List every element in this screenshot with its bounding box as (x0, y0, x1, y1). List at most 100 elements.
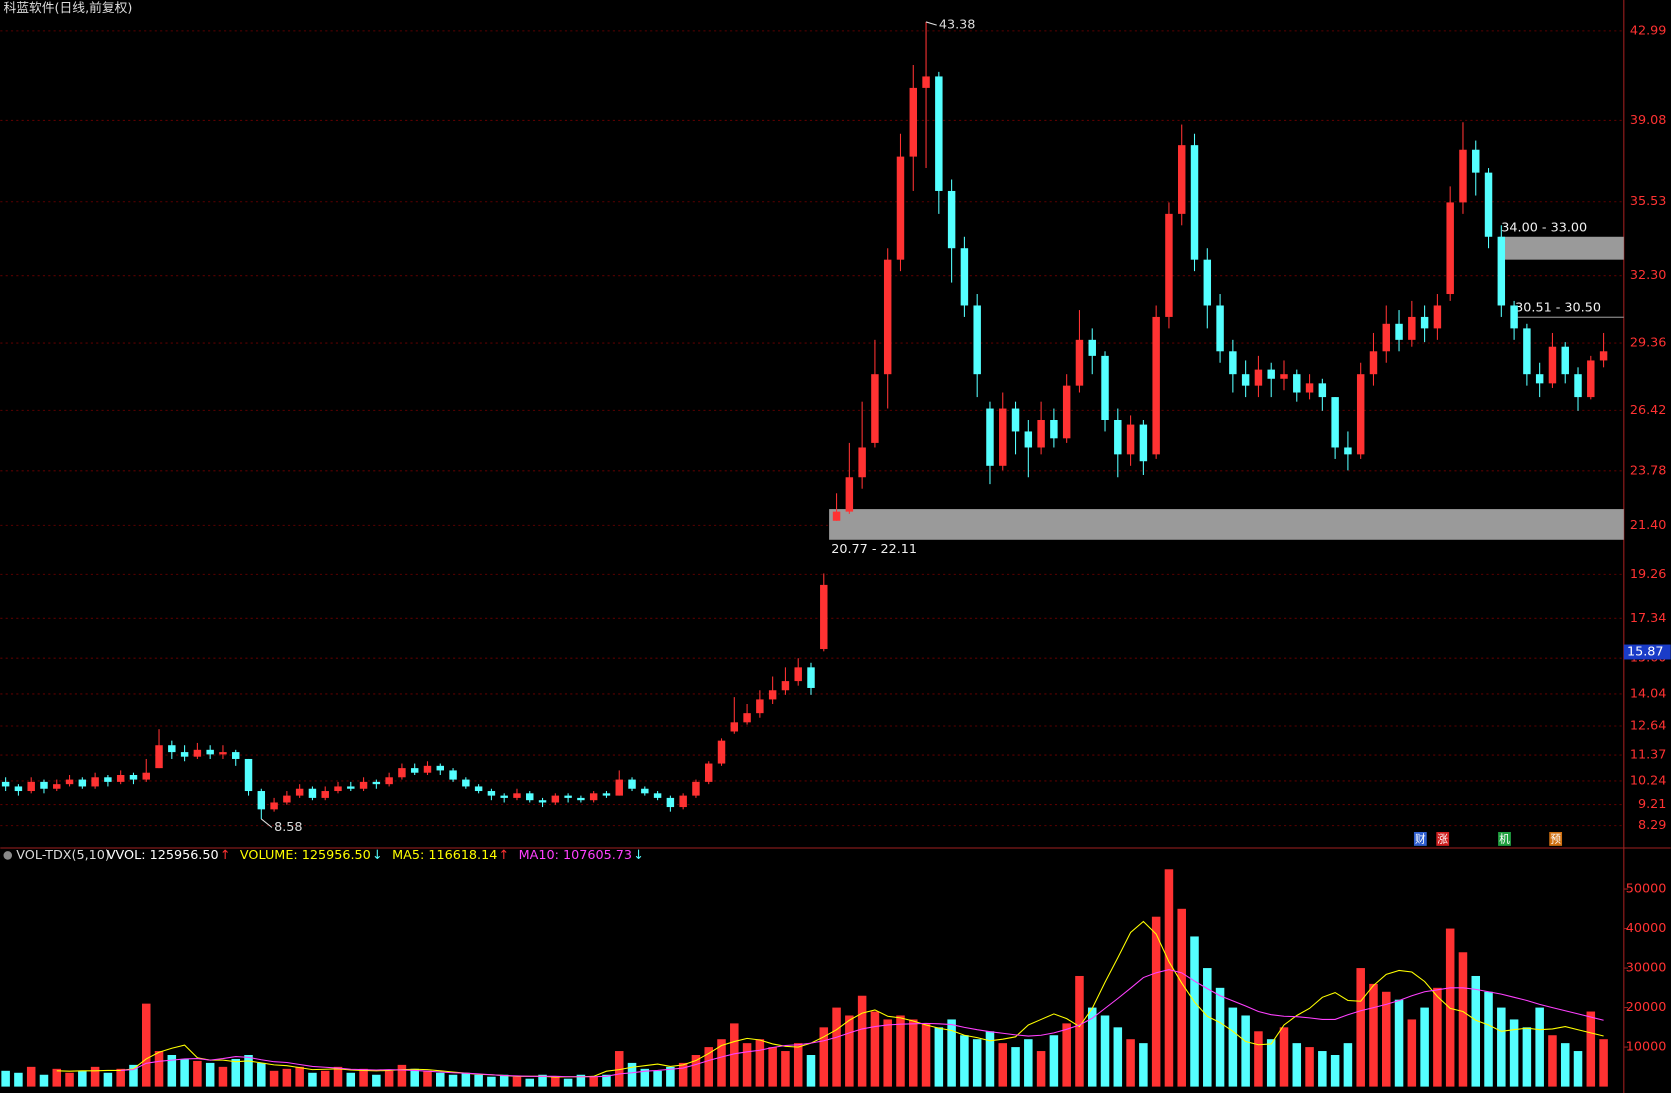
candle-body (1165, 213, 1173, 317)
candle-body (359, 781, 368, 789)
volume-bar (436, 1072, 445, 1087)
candle-body (53, 784, 61, 789)
volume-bar (832, 1007, 841, 1087)
candle-body (1331, 397, 1339, 448)
volume-bar (576, 1074, 586, 1087)
candle-body (78, 779, 87, 787)
volume-bar (730, 1023, 739, 1087)
candle-body (602, 793, 611, 796)
volume-bar (1164, 869, 1174, 1087)
candle-body (1037, 419, 1045, 448)
candle-body (615, 779, 623, 796)
volume-bar (909, 1019, 918, 1087)
annotation-label: 43.38 (939, 18, 976, 33)
y-tick-label: 12.64 (1630, 718, 1667, 733)
volume-bar (129, 1064, 138, 1087)
volume-bar (972, 1039, 982, 1087)
event-label: 财 (1415, 832, 1426, 845)
volume-bar (1113, 1027, 1123, 1087)
candle-body (807, 667, 815, 688)
candle-body (1101, 355, 1109, 420)
volume-bar (257, 1062, 266, 1087)
candle-body (449, 770, 457, 780)
volume-bar (423, 1070, 432, 1087)
candle-body (692, 781, 700, 796)
volume-bar (1062, 1023, 1071, 1087)
candle-body (40, 781, 48, 789)
candle-body (641, 788, 649, 794)
candle-body (244, 758, 253, 792)
volume-bar (90, 1066, 100, 1087)
y-tick-label: 21.40 (1630, 518, 1667, 533)
volume-bar (653, 1070, 662, 1087)
volume-bar (320, 1070, 330, 1087)
volume-bar (1560, 1043, 1570, 1087)
candle-body (1561, 346, 1569, 375)
candle-body (1114, 419, 1122, 455)
event-label: 涨 (1437, 832, 1448, 845)
volume-bar (1151, 916, 1161, 1087)
volume-bar (410, 1068, 419, 1087)
candle-body (577, 797, 585, 801)
candle-body (551, 795, 560, 803)
candle-body (1229, 351, 1237, 375)
volume-bar (1599, 1039, 1608, 1087)
volume-bar (167, 1054, 177, 1087)
volume-bar (65, 1072, 74, 1087)
volume-bar (1305, 1047, 1314, 1087)
volume-bar (934, 1027, 944, 1087)
volume-bar (768, 1047, 777, 1087)
volume-bar (397, 1064, 407, 1087)
volume-bar (116, 1068, 125, 1087)
volume-bar (1407, 1019, 1417, 1087)
candle-body (193, 749, 202, 757)
candle-body (155, 745, 163, 769)
volume-bar (1266, 1039, 1276, 1087)
candle-body (1254, 369, 1263, 386)
volume-bar (474, 1074, 483, 1087)
candle-body (679, 795, 687, 808)
candle-body (257, 791, 266, 810)
candle-body (1203, 259, 1212, 306)
volume-bar (1241, 1015, 1250, 1087)
volume-bar (985, 1031, 995, 1087)
volume-bar (26, 1066, 36, 1087)
volume-bar (1382, 991, 1391, 1087)
volume-bar (793, 1043, 803, 1087)
candle-body (717, 740, 726, 764)
volume-bar (308, 1072, 317, 1087)
candle-body (666, 797, 675, 808)
candle-body (104, 777, 112, 782)
candle-body (295, 788, 304, 796)
candle-body (730, 722, 739, 732)
candle-body (1497, 236, 1506, 306)
candle-body (283, 795, 291, 803)
volume-bar (602, 1074, 611, 1087)
annotation-pointer (260, 818, 273, 828)
volume-bar (1011, 1047, 1020, 1087)
candle-body (589, 793, 598, 801)
volume-bar (333, 1066, 343, 1087)
candle-body (206, 749, 214, 755)
volume-bar (295, 1066, 304, 1087)
panel-toggle[interactable] (3, 851, 13, 860)
candle-body (705, 763, 713, 782)
candle-body (909, 87, 917, 157)
y-tick-label: 39.08 (1630, 113, 1667, 128)
indicator-value: VVOL: 125956.50 (107, 848, 219, 863)
y-tick-label: 29.36 (1630, 336, 1667, 351)
candle-body (385, 777, 393, 785)
volume-bar (666, 1066, 675, 1087)
volume-bar (52, 1068, 62, 1087)
event-marker (1436, 832, 1450, 846)
volume-bar (346, 1072, 356, 1087)
candle-body (474, 786, 483, 792)
volume-bar (14, 1072, 23, 1087)
candle-body (1216, 305, 1224, 352)
volume-bar (218, 1066, 228, 1087)
volume-bar (154, 1051, 164, 1087)
candle-body (768, 690, 777, 700)
candle-body (1446, 202, 1454, 295)
candle-body (794, 667, 802, 682)
